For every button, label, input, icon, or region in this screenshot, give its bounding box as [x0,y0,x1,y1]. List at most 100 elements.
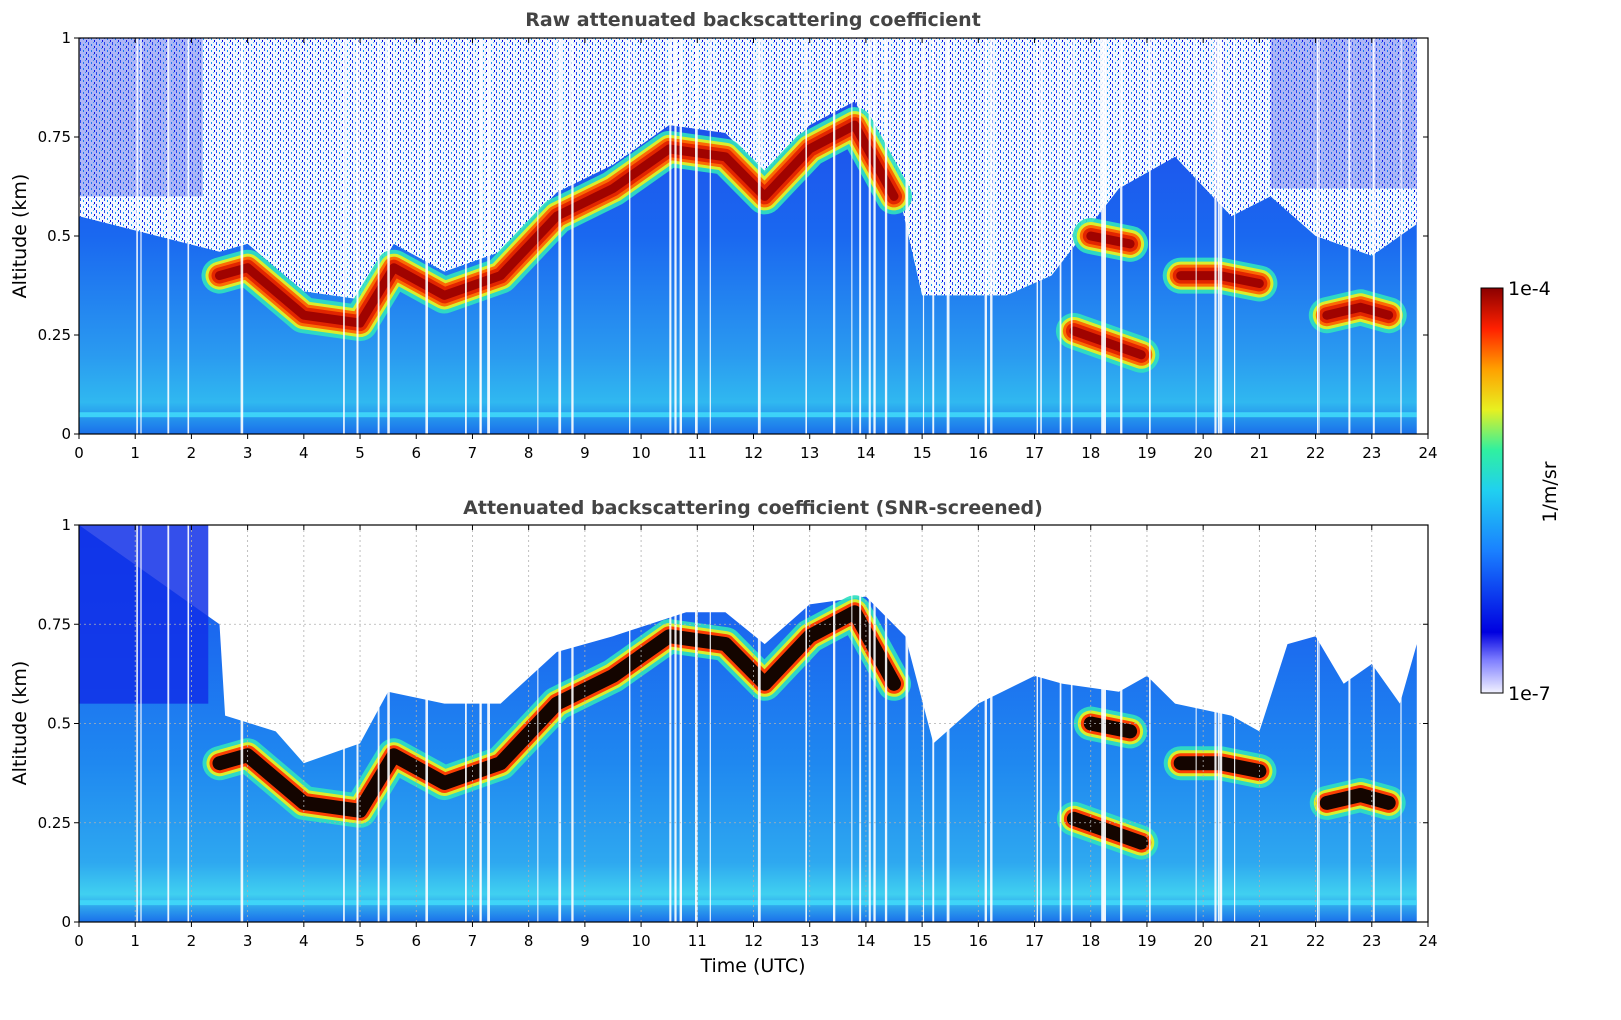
screened-gap [1120,525,1123,922]
screened-y-axis: 0 0.25 0.5 0.75 1 [38,516,1428,931]
raw-gap [709,38,711,434]
screened-x-tick-label: 0 [74,932,84,950]
raw-x-tick-label: 12 [744,444,763,462]
screened-x-tick-label: 4 [299,932,309,950]
screened-x-tick-label: 1 [130,932,140,950]
raw-x-axis: 0 1 2 3 4 5 6 7 8 9 10 11 12 13 14 15 16 17 18 19 20 21 22 23 24 [74,38,1438,462]
raw-x-tick-label: 2 [187,444,197,462]
screened-y-tick-label: 0.75 [38,615,71,633]
screened-y-tick-label: 0 [61,913,71,931]
raw-gap [805,38,807,434]
raw-gap [1070,38,1073,434]
raw-gap [1040,38,1042,434]
raw-gap [868,38,871,434]
screened-x-tick-label: 16 [969,932,988,950]
raw-x-tick-label: 8 [524,444,534,462]
raw-gap [387,38,390,434]
screened-x-tick-label: 13 [800,932,819,950]
raw-gap [757,38,761,434]
raw-noise-right [1270,38,1423,189]
screened-gap [187,525,190,922]
raw-x-tick-label: 7 [468,444,478,462]
raw-x-tick-label: 23 [1362,444,1381,462]
raw-gap [859,38,862,434]
screened-x-tick-label: 8 [524,932,534,950]
raw-y-tick-label: 1 [61,29,71,47]
raw-surface-stripe [79,412,1417,418]
raw-gap [851,38,853,434]
screened-x-tick-label: 14 [856,932,875,950]
screened-gap [1317,525,1319,922]
raw-x-tick-label: 19 [1137,444,1156,462]
raw-gap [1195,38,1197,434]
raw-gap [833,38,836,434]
screened-x-axis: 0 1 2 3 4 5 6 7 8 9 10 11 12 13 14 15 16 17 18 19 20 21 22 23 24 [74,525,1438,950]
raw-gap [1059,38,1062,434]
screened-gap [167,525,170,922]
raw-x-tick-label: 24 [1418,444,1437,462]
raw-x-tick-label: 3 [243,444,253,462]
raw-secondary-layer [1086,231,1135,249]
raw-gap [343,38,345,434]
raw-gap [695,38,698,434]
screened-gap [356,525,359,922]
screened-gap [343,525,345,922]
raw-x-tick-label: 16 [969,444,988,462]
raw-y-tick-label: 0.75 [38,128,71,146]
screened-gap [922,525,925,922]
raw-x-tick-label: 17 [1025,444,1044,462]
screened-gap [805,525,807,922]
raw-gap [167,38,170,434]
raw-gap [1317,38,1319,434]
screened-gap [1036,525,1038,922]
raw-x-tick-label: 6 [411,444,421,462]
screened-gap [387,525,390,922]
raw-gap [1149,38,1151,434]
raw-gap [1103,38,1106,434]
screened-secondary-layer [1066,811,1149,850]
raw-gap [629,38,631,434]
colorbar-gradient [1480,287,1504,694]
raw-x-tick-label: 5 [355,444,365,462]
raw-y-axis-label: Altitude (km) [9,174,31,299]
raw-x-tick-label: 18 [1081,444,1100,462]
raw-gap [1348,38,1351,434]
raw-y-axis: 0 0.25 0.5 0.75 1 [38,29,1428,443]
screened-gap [487,525,490,922]
screened-y-axis-label: Altitude (km) [9,661,31,786]
screened-y-tick-label: 0.25 [38,814,71,832]
screened-gap [1217,525,1220,922]
screened-gap [932,525,935,922]
raw-x-tick-label: 15 [913,444,932,462]
raw-gap [1318,38,1320,434]
raw-y-tick-label: 0 [61,425,71,443]
raw-gap [140,38,142,434]
screened-gap [1070,525,1073,922]
colorbar: 1e-4 1e-7 1/m/sr [1480,278,1561,705]
raw-x-tick-label: 22 [1306,444,1325,462]
raw-x-tick-label: 20 [1194,444,1213,462]
raw-x-tick-label: 9 [580,444,590,462]
raw-gap [465,38,467,434]
screened-x-tick-label: 22 [1306,932,1325,950]
raw-gap [1036,38,1038,434]
raw-secondary-layer [1322,302,1394,320]
screened-gap [240,525,244,922]
raw-gap [1234,38,1236,434]
raw-secondary-layer [1069,326,1146,360]
raw-x-tick-label: 13 [800,444,819,462]
raw-gap [884,38,888,434]
screened-gap [884,525,888,922]
screened-y-tick-label: 1 [61,516,71,534]
x-axis-label: Time (UTC) [699,955,805,977]
screened-x-tick-label: 2 [187,932,197,950]
raw-x-tick-label: 4 [299,444,309,462]
screened-x-tick-label: 20 [1194,932,1213,950]
screened-x-tick-label: 24 [1418,932,1437,950]
raw-data-gaps [136,38,1402,434]
screened-x-tick-label: 7 [468,932,478,950]
raw-gap [1372,38,1375,434]
screened-x-tick-label: 12 [744,932,763,950]
raw-gap [537,38,539,434]
